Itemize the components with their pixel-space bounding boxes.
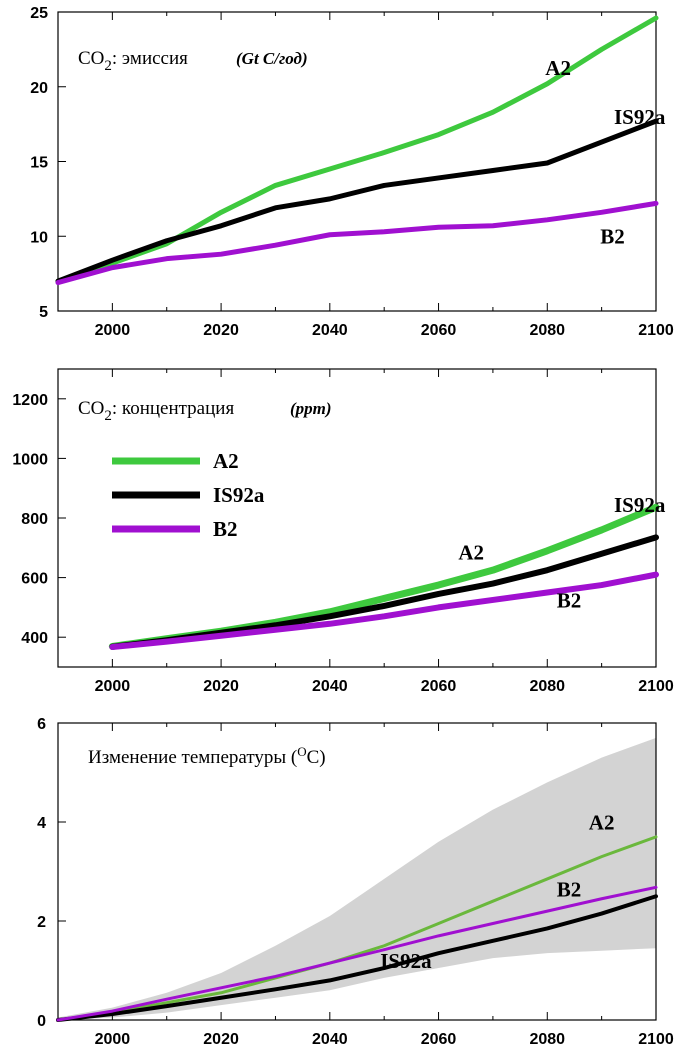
series-line-is92a — [55, 118, 659, 284]
legend-label-is92a: IS92a — [213, 483, 265, 507]
uncertainty-band — [58, 737, 656, 1020]
y-tick-label: 400 — [21, 630, 48, 647]
x-tick-label: 2040 — [312, 1031, 348, 1048]
panel-unit: (Gt C/год) — [236, 49, 308, 68]
x-tick-label: 2100 — [638, 678, 674, 695]
y-tick-label: 15 — [30, 155, 48, 172]
legend-label-a2: A2 — [213, 449, 239, 473]
x-tick-label: 2100 — [638, 322, 674, 339]
x-tick-label: 2080 — [529, 322, 565, 339]
y-tick-label: 25 — [30, 5, 48, 22]
series-label-a2: A2 — [589, 810, 615, 834]
x-tick-label: 2000 — [95, 322, 131, 339]
panel-temperature: 2000 2020 2040 2060 2080 2100 0 2 4 6 A2 B2 IS92a Изм… — [37, 716, 674, 1048]
series-line-a2 — [55, 15, 659, 284]
y-tick-label: 1000 — [12, 451, 48, 468]
panel-concentration: 2000 2020 2040 2060 2080 2100 400 600 800 1000 120… — [12, 368, 674, 695]
series-label-b2: B2 — [600, 225, 625, 249]
x-tick-label: 2000 — [95, 678, 131, 695]
series-label-a2: A2 — [545, 56, 571, 80]
x-tick-label: 2060 — [421, 1031, 457, 1048]
x-tick-label: 2080 — [529, 678, 565, 695]
panel-title: Изменение температуры (OC) — [88, 744, 326, 768]
plot-frame — [57, 722, 657, 1021]
x-tick-label: 2040 — [312, 322, 348, 339]
x-tick-label: 2060 — [421, 322, 457, 339]
y-tick-label: 6 — [37, 716, 46, 733]
y-tick-label: 20 — [30, 80, 48, 97]
x-tick-label: 2020 — [203, 678, 239, 695]
y-tick-label: 5 — [39, 304, 48, 321]
series-line-b2 — [55, 200, 659, 286]
series-label-a2: A2 — [458, 541, 484, 565]
panel-title: CO2: концентрация — [78, 398, 234, 424]
series-line-a2 — [56, 835, 658, 1022]
y-tick-label: 10 — [30, 229, 48, 246]
panel-title: CO2: эмиссия — [78, 48, 188, 74]
x-tick-label: 2100 — [638, 1031, 674, 1048]
series-label-is92a: IS92a — [614, 105, 666, 129]
series-label-b2: B2 — [557, 588, 582, 612]
legend-label-b2: B2 — [213, 517, 238, 541]
panel-unit: (ppm) — [290, 399, 332, 418]
series-line-b2 — [109, 571, 659, 651]
x-tick-label: 2060 — [421, 678, 457, 695]
x-tick-label: 2020 — [203, 1031, 239, 1048]
series-label-is92a: IS92a — [380, 949, 432, 973]
series-label-is92a: IS92a — [614, 493, 666, 517]
y-tick-label: 0 — [37, 1013, 46, 1030]
y-tick-label: 2 — [37, 914, 46, 931]
y-tick-label: 600 — [21, 571, 48, 588]
series-line-is92a — [56, 894, 658, 1022]
y-tick-label: 800 — [21, 511, 48, 528]
panel-emission: 2000 2020 2040 2060 2080 2100 5 10 15 20 25 A2 IS92a… — [30, 5, 674, 339]
series-line-b2 — [56, 885, 658, 1022]
y-tick-label: 4 — [37, 815, 46, 832]
y-tick-label: 1200 — [12, 392, 48, 409]
x-tick-label: 2040 — [312, 678, 348, 695]
series-label-b2: B2 — [557, 877, 582, 901]
x-tick-label: 2020 — [203, 322, 239, 339]
x-tick-label: 2080 — [529, 1031, 565, 1048]
x-tick-label: 2000 — [95, 1031, 131, 1048]
